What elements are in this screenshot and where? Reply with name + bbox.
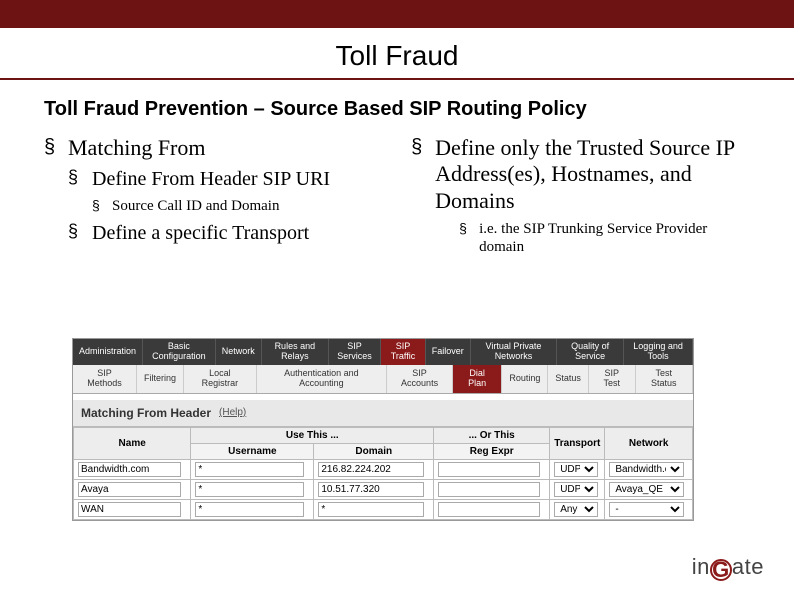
- cell-input[interactable]: [438, 502, 540, 517]
- cell-input[interactable]: [318, 462, 423, 477]
- cell-input[interactable]: [318, 482, 423, 497]
- sub-tab[interactable]: Dial Plan: [453, 365, 502, 393]
- main-tab[interactable]: Administration: [73, 339, 143, 365]
- cell-input[interactable]: [438, 462, 540, 477]
- main-tab[interactable]: SIP Services: [329, 339, 381, 365]
- col-regexpr: Reg Expr: [434, 443, 550, 459]
- cell-select[interactable]: -: [609, 502, 684, 517]
- section-title: Matching From Header: [81, 406, 211, 420]
- bullet-define-from-header: Define From Header SIP URI: [68, 167, 411, 191]
- slide-title: Toll Fraud: [0, 40, 794, 72]
- ingate-logo: inGate: [692, 554, 764, 581]
- logo-suffix: ate: [732, 554, 764, 579]
- col-domain: Domain: [314, 443, 434, 459]
- cell-input[interactable]: [78, 502, 181, 517]
- sub-tab[interactable]: SIP Accounts: [387, 365, 453, 393]
- bullet-source-callid: Source Call ID and Domain: [92, 197, 411, 215]
- cell-select[interactable]: Bandwidth.com: [609, 462, 684, 477]
- cell-input[interactable]: [195, 502, 303, 517]
- sub-tab[interactable]: Routing: [502, 365, 548, 393]
- sub-tab[interactable]: Status: [548, 365, 589, 393]
- content-columns: Matching From Define From Header SIP URI…: [0, 135, 794, 262]
- cell-input[interactable]: [195, 462, 303, 477]
- table-row: UDP Avaya_QE: [74, 479, 693, 499]
- cell-input[interactable]: [78, 462, 181, 477]
- cell-select[interactable]: Any: [554, 502, 598, 517]
- main-tab[interactable]: Rules and Relays: [262, 339, 329, 365]
- main-tab[interactable]: Basic Configuration: [143, 339, 216, 365]
- main-tabs: AdministrationBasic ConfigurationNetwork…: [73, 339, 693, 365]
- sub-tabs: SIP MethodsFilteringLocal RegistrarAuthe…: [73, 365, 693, 394]
- cell-input[interactable]: [318, 502, 423, 517]
- cell-select[interactable]: UDP: [554, 482, 598, 497]
- sub-tab[interactable]: Authentication and Accounting: [257, 365, 387, 393]
- col-transport: Transport: [550, 427, 605, 459]
- cell-input[interactable]: [78, 482, 181, 497]
- logo-prefix: in: [692, 554, 710, 579]
- section-header: Matching From Header (Help): [73, 400, 693, 427]
- title-underline: [0, 78, 794, 80]
- main-tab[interactable]: SIP Traffic: [381, 339, 426, 365]
- left-column: Matching From Define From Header SIP URI…: [44, 135, 411, 262]
- main-tab[interactable]: Quality of Service: [557, 339, 624, 365]
- sub-tab[interactable]: Local Registrar: [184, 365, 257, 393]
- main-tab[interactable]: Virtual Private Networks: [471, 339, 557, 365]
- cell-select[interactable]: UDP: [554, 462, 598, 477]
- cell-input[interactable]: [195, 482, 303, 497]
- logo-g-icon: G: [710, 559, 732, 581]
- right-column: Define only the Trusted Source IP Addres…: [411, 135, 750, 262]
- config-ui-screenshot: AdministrationBasic ConfigurationNetwork…: [72, 338, 694, 521]
- brand-top-bar: [0, 0, 794, 28]
- help-link[interactable]: (Help): [219, 407, 246, 418]
- col-username: Username: [191, 443, 314, 459]
- main-tab[interactable]: Network: [216, 339, 262, 365]
- bullet-define-transport: Define a specific Transport: [68, 221, 411, 245]
- group-use-this: Use This ...: [191, 427, 434, 443]
- group-or-this: ... Or This: [434, 427, 550, 443]
- sub-tab[interactable]: Test Status: [636, 365, 693, 393]
- bullet-define-trusted: Define only the Trusted Source IP Addres…: [411, 135, 750, 214]
- main-tab[interactable]: Failover: [426, 339, 471, 365]
- bullet-matching-from: Matching From: [44, 135, 411, 161]
- matching-from-table: Name Use This ... ... Or This Transport …: [73, 427, 693, 520]
- table-row: Any-: [74, 499, 693, 519]
- cell-input[interactable]: [438, 482, 540, 497]
- col-network: Network: [605, 427, 693, 459]
- cell-select[interactable]: Avaya_QE: [609, 482, 684, 497]
- sub-tab[interactable]: SIP Methods: [73, 365, 137, 393]
- sub-tab[interactable]: SIP Test: [589, 365, 636, 393]
- main-tab[interactable]: Logging and Tools: [624, 339, 693, 365]
- slide-subtitle: Toll Fraud Prevention – Source Based SIP…: [44, 98, 794, 121]
- table-row: UDP Bandwidth.com: [74, 459, 693, 479]
- bullet-ie-trunking: i.e. the SIP Trunking Service Provider d…: [459, 220, 750, 256]
- sub-tab[interactable]: Filtering: [137, 365, 184, 393]
- col-name: Name: [74, 427, 191, 459]
